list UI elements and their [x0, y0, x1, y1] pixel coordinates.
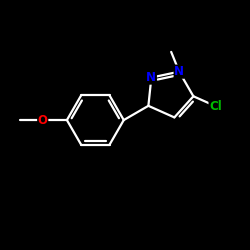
Text: O: O: [38, 114, 48, 126]
Text: N: N: [174, 65, 184, 78]
Text: N: N: [146, 71, 156, 84]
Text: Cl: Cl: [209, 100, 222, 112]
